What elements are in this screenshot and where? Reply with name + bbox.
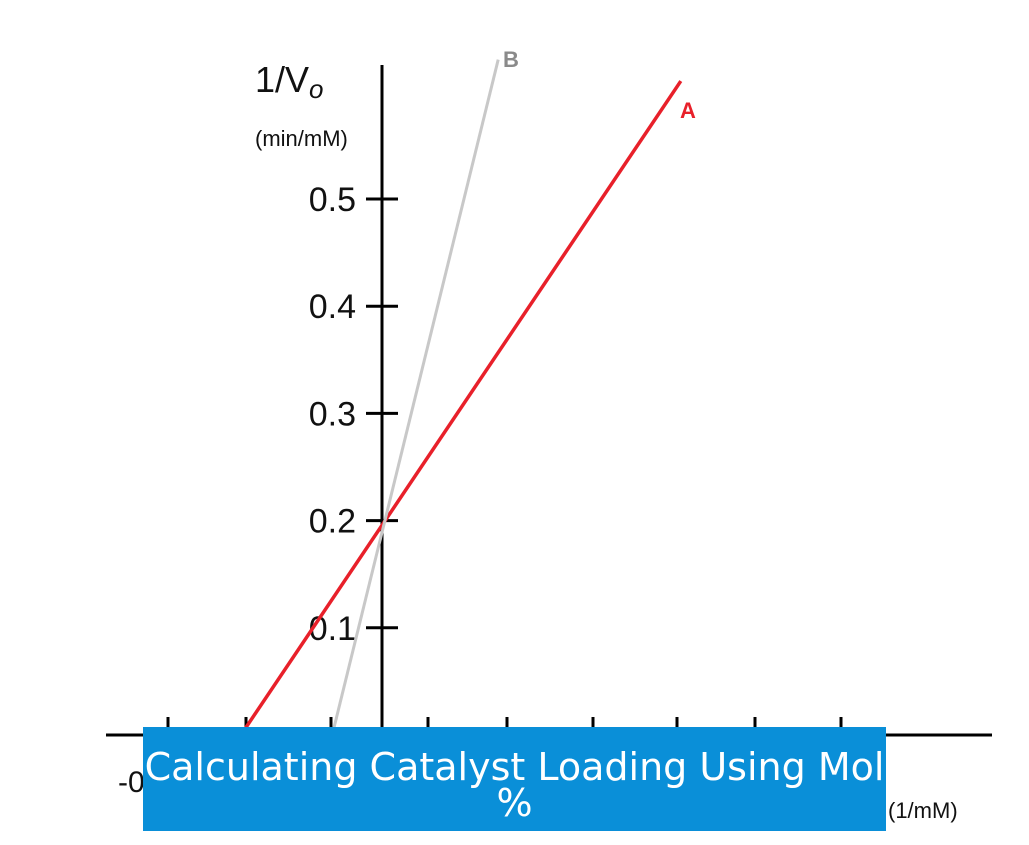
series-line-b [330, 59, 500, 736]
y-axis-units: (min/mM) [255, 126, 348, 151]
y-tick-label: 0.1 [309, 610, 356, 648]
y-axis-label: 1/Vo [255, 59, 324, 104]
series-label-a: A [680, 98, 696, 123]
title-banner: Calculating Catalyst Loading Using Mol % [143, 727, 886, 831]
axes [106, 65, 992, 737]
y-ticks: 0.1 0.2 0.3 0.4 0.5 [309, 181, 398, 648]
x-axis-units: (1/mM) [888, 798, 958, 823]
series-label-b: B [503, 47, 519, 72]
y-tick-label: 0.4 [309, 288, 356, 326]
x-tick-fragment: -0 [118, 766, 145, 799]
y-tick-label: 0.3 [309, 395, 356, 433]
y-tick-label: 0.2 [309, 503, 356, 541]
banner-title: Calculating Catalyst Loading Using Mol % [144, 745, 885, 825]
y-tick-label: 0.5 [309, 181, 356, 219]
series-labels: AB [503, 47, 696, 123]
series-lines [239, 59, 683, 736]
series-line-a [239, 80, 683, 736]
